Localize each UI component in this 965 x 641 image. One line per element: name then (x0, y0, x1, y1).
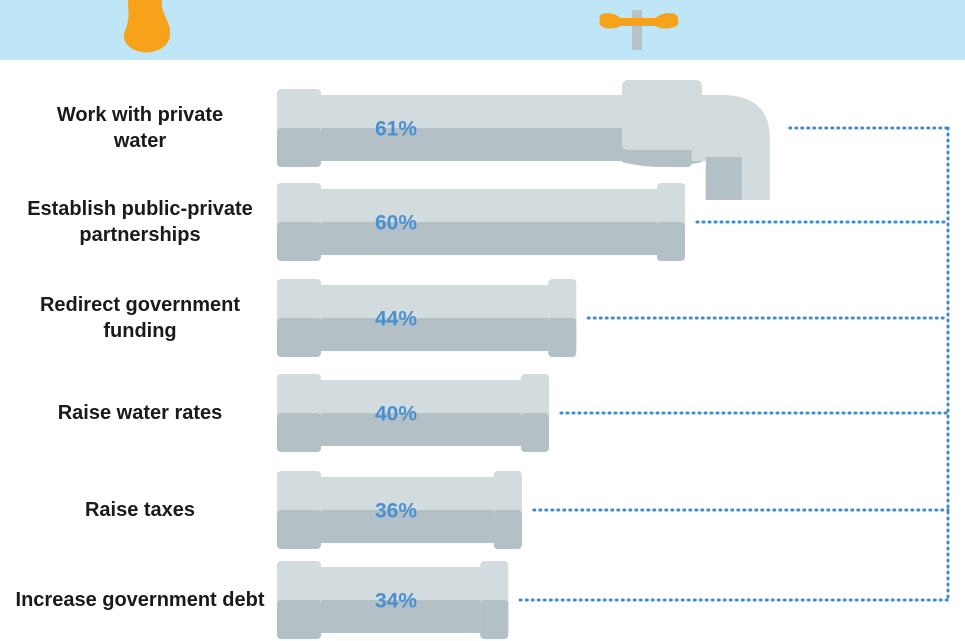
pipe-coupling-shadow (277, 600, 321, 639)
pipe-shadow (277, 318, 577, 351)
pipe-coupling-shadow (277, 413, 321, 452)
faucet-basin (622, 150, 702, 167)
value-label: 60% (375, 212, 417, 235)
faucet-body (622, 80, 702, 150)
faucet-stem (632, 10, 642, 50)
category-label: Raise taxes (84, 499, 196, 521)
category-label: Increase government debt (15, 589, 265, 611)
pipe-coupling-shadow (480, 600, 509, 639)
faucet-handle (599, 13, 679, 29)
value-label: 61% (375, 118, 417, 141)
category-label: Redirect government funding (39, 294, 241, 342)
pipe-coupling-shadow (277, 510, 321, 549)
value-label: 40% (375, 403, 417, 426)
pipe-shadow (277, 222, 685, 255)
faucet-elbow-shadow (705, 157, 742, 200)
water-drop (123, 0, 171, 53)
category-label: Establish public-private partnerships (27, 198, 253, 246)
pipe-coupling-shadow (277, 318, 321, 357)
pipe-coupling-shadow (657, 222, 685, 261)
pipe-coupling-shadow (548, 318, 577, 357)
pipe-shadow (277, 413, 549, 446)
pipe-coupling-shadow (521, 413, 549, 452)
pipe-coupling-shadow (277, 128, 321, 167)
value-label: 44% (375, 308, 417, 331)
pipe-coupling-shadow (277, 222, 321, 261)
value-label: 36% (375, 500, 417, 523)
category-label: Raise water rates (57, 402, 223, 424)
value-label: 34% (375, 590, 417, 613)
pipe-coupling-shadow (493, 510, 522, 549)
category-label: Work with private water (56, 104, 224, 152)
